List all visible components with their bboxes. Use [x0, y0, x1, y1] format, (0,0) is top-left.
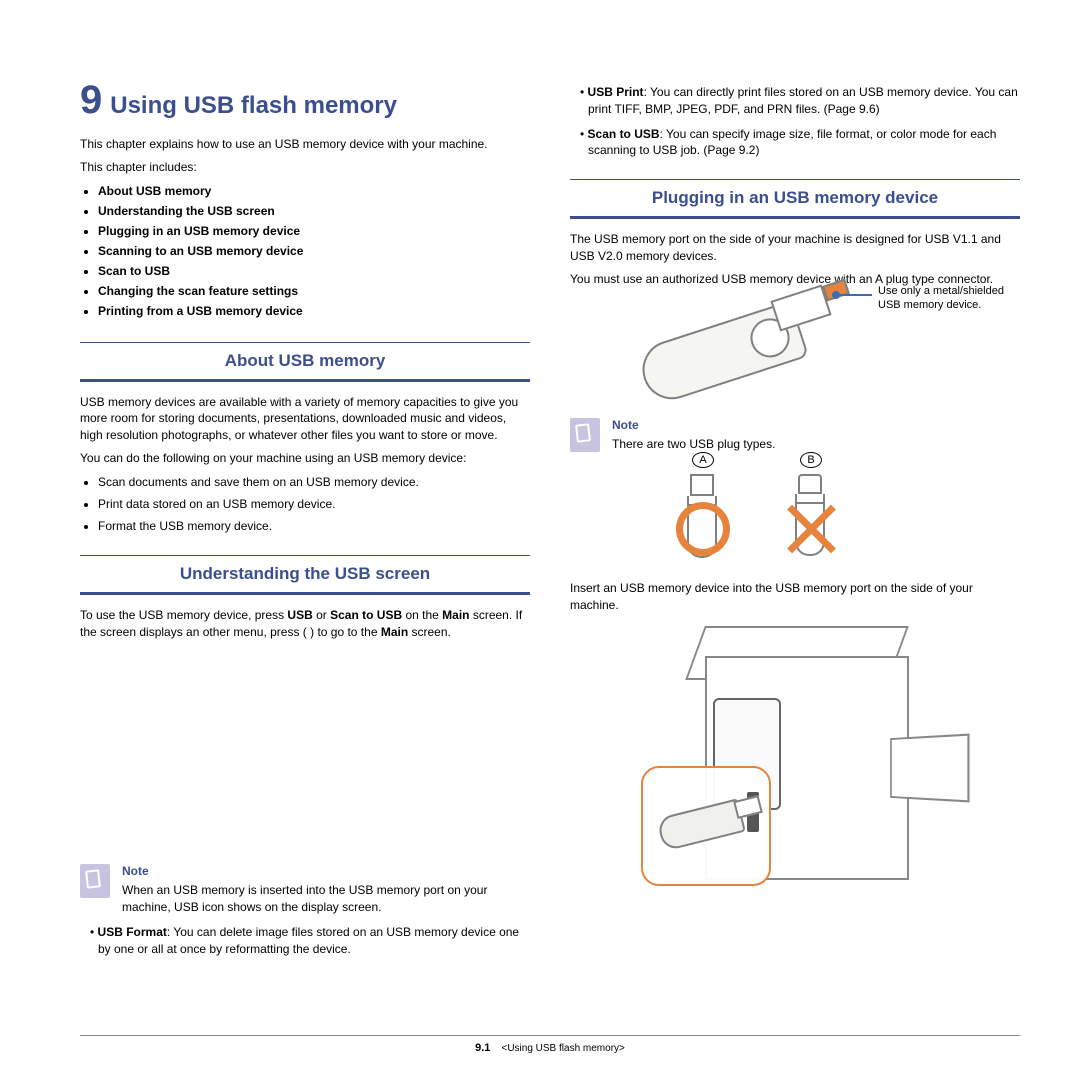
usb-plug-shape	[770, 284, 831, 331]
text-frag: or	[313, 608, 330, 622]
understand-p1: To use the USB memory device, press USB …	[80, 607, 530, 641]
note-block: Note When an USB memory is inserted into…	[80, 864, 530, 916]
intro-paragraph: This chapter explains how to use an USB …	[80, 136, 530, 153]
no-cross-icon	[784, 502, 838, 556]
toc-item: Printing from a USB memory device	[98, 304, 530, 318]
section-heading-understand: Understanding the USB screen	[80, 555, 530, 595]
printer-tray	[890, 733, 969, 802]
page-number: 9.1	[475, 1042, 490, 1054]
bold-usb: USB	[287, 608, 312, 622]
printer-zoom-callout	[641, 766, 771, 886]
screenshot-placeholder	[80, 646, 530, 846]
note-body: There are two USB plug types.	[612, 436, 1020, 453]
note-title: Note	[612, 418, 1020, 432]
def-usb-format: • USB Format: You can delete image files…	[98, 924, 530, 958]
left-column: 9 Using USB flash memory This chapter ex…	[80, 80, 530, 966]
def-scan-to-usb: • Scan to USB: You can specify image siz…	[588, 126, 1020, 160]
text-frag: screen.	[408, 625, 451, 639]
plugging-p1: The USB memory port on the side of your …	[570, 231, 1020, 265]
def-text: : You can directly print files stored on…	[588, 85, 1018, 116]
plug-types-figure: A B	[672, 452, 932, 572]
about-bullet: Scan documents and save them on an USB m…	[98, 473, 530, 491]
toc-item: Changing the scan feature settings	[98, 284, 530, 298]
def-label: USB Print	[588, 85, 644, 99]
bold-main: Main	[442, 608, 469, 622]
text-frag: on the	[402, 608, 442, 622]
about-bullet: Print data stored on an USB memory devic…	[98, 495, 530, 513]
def-label: Scan to USB	[588, 127, 660, 141]
note-block: Note There are two USB plug types. A B	[570, 418, 1020, 573]
usb-callout-text: Use only a metal/shielded USB memory dev…	[878, 284, 1028, 313]
toc-item: Scan to USB	[98, 264, 530, 278]
note-icon	[80, 864, 110, 898]
plug-label-a: A	[692, 452, 714, 468]
chapter-heading: Using USB flash memory	[110, 92, 397, 120]
right-column: • USB Print: You can directly print file…	[570, 80, 1020, 966]
chapter-toc: About USB memory Understanding the USB s…	[80, 184, 530, 318]
chapter-number: 9	[80, 80, 102, 120]
usb-drive-figure: Use only a metal/shielded USB memory dev…	[570, 294, 1020, 414]
page-footer-title: <Using USB flash memory>	[501, 1043, 624, 1054]
ok-ring-icon	[676, 502, 730, 556]
about-p2: You can do the following on your machine…	[80, 450, 530, 467]
about-bullet: Format the USB memory device.	[98, 517, 530, 535]
usb-drive-mini	[656, 798, 746, 851]
plug-label-b: B	[800, 452, 822, 468]
def-usb-print: • USB Print: You can directly print file…	[588, 84, 1020, 118]
plugging-p3: Insert an USB memory device into the USB…	[570, 580, 1020, 614]
note-title: Note	[122, 864, 530, 878]
page-footer: 9.1 <Using USB flash memory>	[80, 1035, 1020, 1054]
note-icon	[570, 418, 600, 452]
chapter-title: 9 Using USB flash memory	[80, 80, 530, 120]
bold-main: Main	[381, 625, 408, 639]
callout-line	[838, 294, 872, 296]
includes-label: This chapter includes:	[80, 159, 530, 176]
def-label: USB Format	[98, 925, 167, 939]
note-body: When an USB memory is inserted into the …	[122, 882, 530, 916]
printer-figure	[605, 626, 985, 926]
section-heading-plugging: Plugging in an USB memory device	[570, 179, 1020, 219]
text-frag: To use the USB memory device, press	[80, 608, 287, 622]
section-heading-about: About USB memory	[80, 342, 530, 382]
toc-item: Understanding the USB screen	[98, 204, 530, 218]
toc-item: Scanning to an USB memory device	[98, 244, 530, 258]
about-bullets: Scan documents and save them on an USB m…	[80, 473, 530, 535]
about-p1: USB memory devices are available with a …	[80, 394, 530, 444]
bold-scan: Scan to USB	[330, 608, 402, 622]
toc-item: Plugging in an USB memory device	[98, 224, 530, 238]
toc-item: About USB memory	[98, 184, 530, 198]
